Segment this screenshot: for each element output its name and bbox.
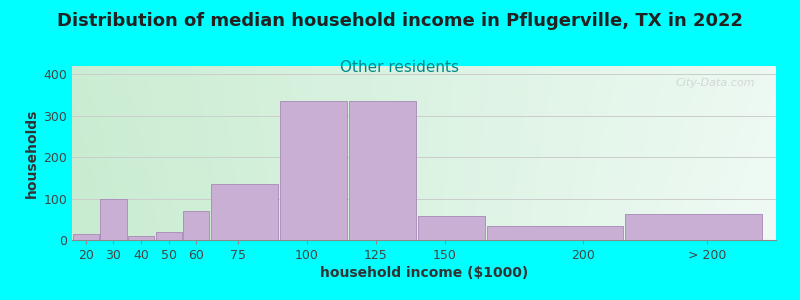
Y-axis label: households: households xyxy=(25,108,39,198)
Bar xyxy=(487,226,623,240)
Bar xyxy=(210,184,278,240)
Text: Distribution of median household income in Pflugerville, TX in 2022: Distribution of median household income … xyxy=(57,12,743,30)
Bar xyxy=(625,214,762,240)
Bar xyxy=(280,101,347,240)
X-axis label: household income ($1000): household income ($1000) xyxy=(320,266,528,280)
Bar xyxy=(418,216,486,240)
Bar xyxy=(100,199,126,240)
Text: City-Data.com: City-Data.com xyxy=(675,78,755,88)
Bar xyxy=(349,101,417,240)
Bar xyxy=(183,211,210,240)
Bar xyxy=(73,234,99,240)
Text: Other residents: Other residents xyxy=(341,60,459,75)
Bar xyxy=(128,236,154,240)
Bar xyxy=(155,232,182,240)
